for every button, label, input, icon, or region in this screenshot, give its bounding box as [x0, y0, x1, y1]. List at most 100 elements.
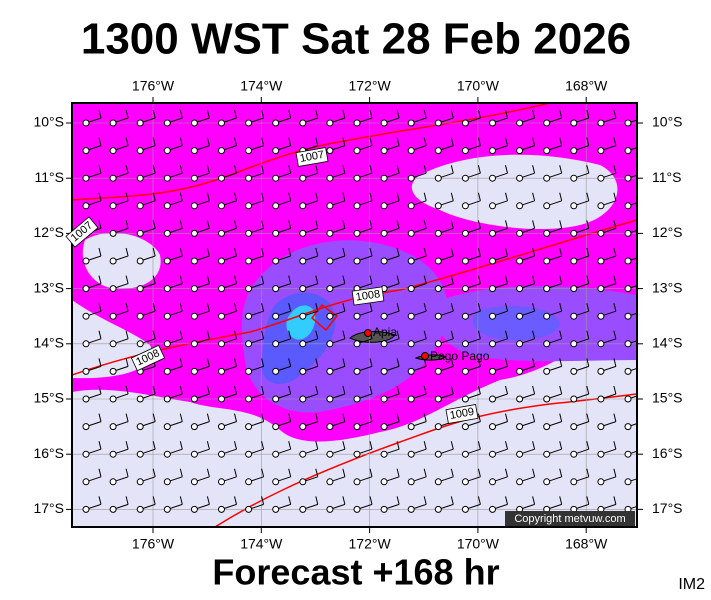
barb-flag	[505, 330, 508, 339]
wind-barb	[353, 192, 373, 210]
wind-barb	[597, 330, 617, 348]
wind-barb	[461, 358, 481, 375]
barb-station	[434, 202, 442, 210]
barb-station	[82, 147, 90, 155]
barb-flag	[234, 496, 237, 505]
wind-barb	[326, 109, 346, 127]
barb-station	[109, 423, 117, 431]
barb-flag	[315, 330, 319, 339]
wind-barb	[543, 247, 563, 265]
barb-flag	[206, 192, 210, 201]
wind-barb	[597, 468, 617, 486]
lat-label: 11°S	[652, 169, 681, 185]
wind-barb	[434, 330, 454, 348]
barb-flag	[505, 220, 508, 229]
wind-barb	[380, 220, 400, 237]
wind-barb	[136, 496, 156, 513]
barb-station	[407, 367, 415, 375]
wind-barb	[136, 220, 156, 237]
barb-flag	[396, 413, 400, 422]
wind-barb	[434, 358, 454, 375]
wind-barb	[597, 385, 617, 403]
barb-flag	[125, 441, 129, 450]
barb-flag	[641, 358, 643, 366]
wind-barb	[136, 468, 156, 486]
barb-flag	[234, 413, 237, 422]
wind-barb	[489, 358, 508, 375]
barb-flag	[234, 441, 237, 450]
wind-barb	[570, 413, 590, 431]
wind-barb	[624, 174, 637, 182]
barb-flag	[206, 275, 210, 284]
wind-barb	[136, 275, 156, 293]
wind-barb	[326, 496, 346, 513]
wind-barb	[407, 330, 427, 348]
barb-station	[407, 478, 415, 486]
barb-flag	[505, 441, 508, 450]
dry-area	[82, 232, 161, 289]
barb-station	[489, 395, 496, 403]
barb-station	[597, 229, 605, 237]
isobar-label-background	[65, 216, 99, 248]
barb-flag	[206, 496, 210, 505]
wind-barb	[272, 330, 292, 348]
wind-barb	[299, 468, 319, 486]
barb-flag	[450, 358, 454, 367]
barb-station	[272, 505, 280, 513]
barb-flag	[152, 413, 156, 422]
barb-flag	[288, 358, 292, 367]
barb-flag	[234, 358, 237, 367]
wind-barb	[136, 109, 156, 127]
lon-label: 168°W	[565, 78, 608, 94]
barb-station	[163, 450, 171, 458]
barb-flag	[450, 275, 454, 284]
wind-barb	[353, 441, 373, 458]
barb-flag	[423, 109, 427, 119]
barb-flag	[641, 220, 643, 228]
wind-barb	[353, 303, 373, 320]
wind-barb	[516, 468, 536, 486]
barb-station	[245, 367, 253, 375]
barb-station	[543, 174, 551, 182]
wind-barb	[163, 330, 183, 348]
barb-flag	[559, 192, 563, 201]
barb-station	[570, 147, 578, 155]
wind-barb	[597, 165, 617, 182]
wind-barb	[434, 109, 454, 127]
barb-station	[163, 285, 171, 293]
barb-flag	[477, 109, 481, 119]
barb-flag	[98, 496, 102, 505]
barb-flag	[206, 330, 210, 339]
barb-station	[461, 229, 469, 237]
wind-barb	[461, 220, 481, 237]
wind-barb	[136, 413, 156, 431]
barb-flag	[586, 441, 590, 450]
wind-barb	[136, 303, 156, 320]
barb-station	[570, 312, 578, 320]
barb-flag	[179, 165, 183, 174]
wind-barb	[190, 303, 210, 320]
wind-barb	[624, 147, 637, 155]
barb-station	[136, 395, 144, 403]
barb-station	[624, 478, 632, 486]
barb-flag	[152, 220, 156, 229]
barb-station	[109, 174, 117, 182]
barb-station	[461, 340, 469, 348]
barb-station	[218, 147, 225, 155]
wind-barb	[326, 303, 346, 320]
wind-barb	[136, 247, 156, 265]
barb-station	[543, 423, 551, 431]
barb-station	[82, 340, 90, 348]
barb-station	[109, 312, 117, 320]
barb-flag	[261, 358, 265, 367]
wind-barb	[109, 441, 129, 458]
wind-barb	[245, 137, 265, 155]
barb-flag	[179, 247, 183, 257]
wind-barb	[597, 441, 617, 458]
barb-station	[597, 202, 605, 210]
barb-flag	[369, 468, 373, 477]
barb-station	[597, 312, 605, 320]
barb-flag	[342, 385, 346, 395]
barb-flag	[641, 276, 643, 284]
wind-barb	[82, 137, 102, 155]
